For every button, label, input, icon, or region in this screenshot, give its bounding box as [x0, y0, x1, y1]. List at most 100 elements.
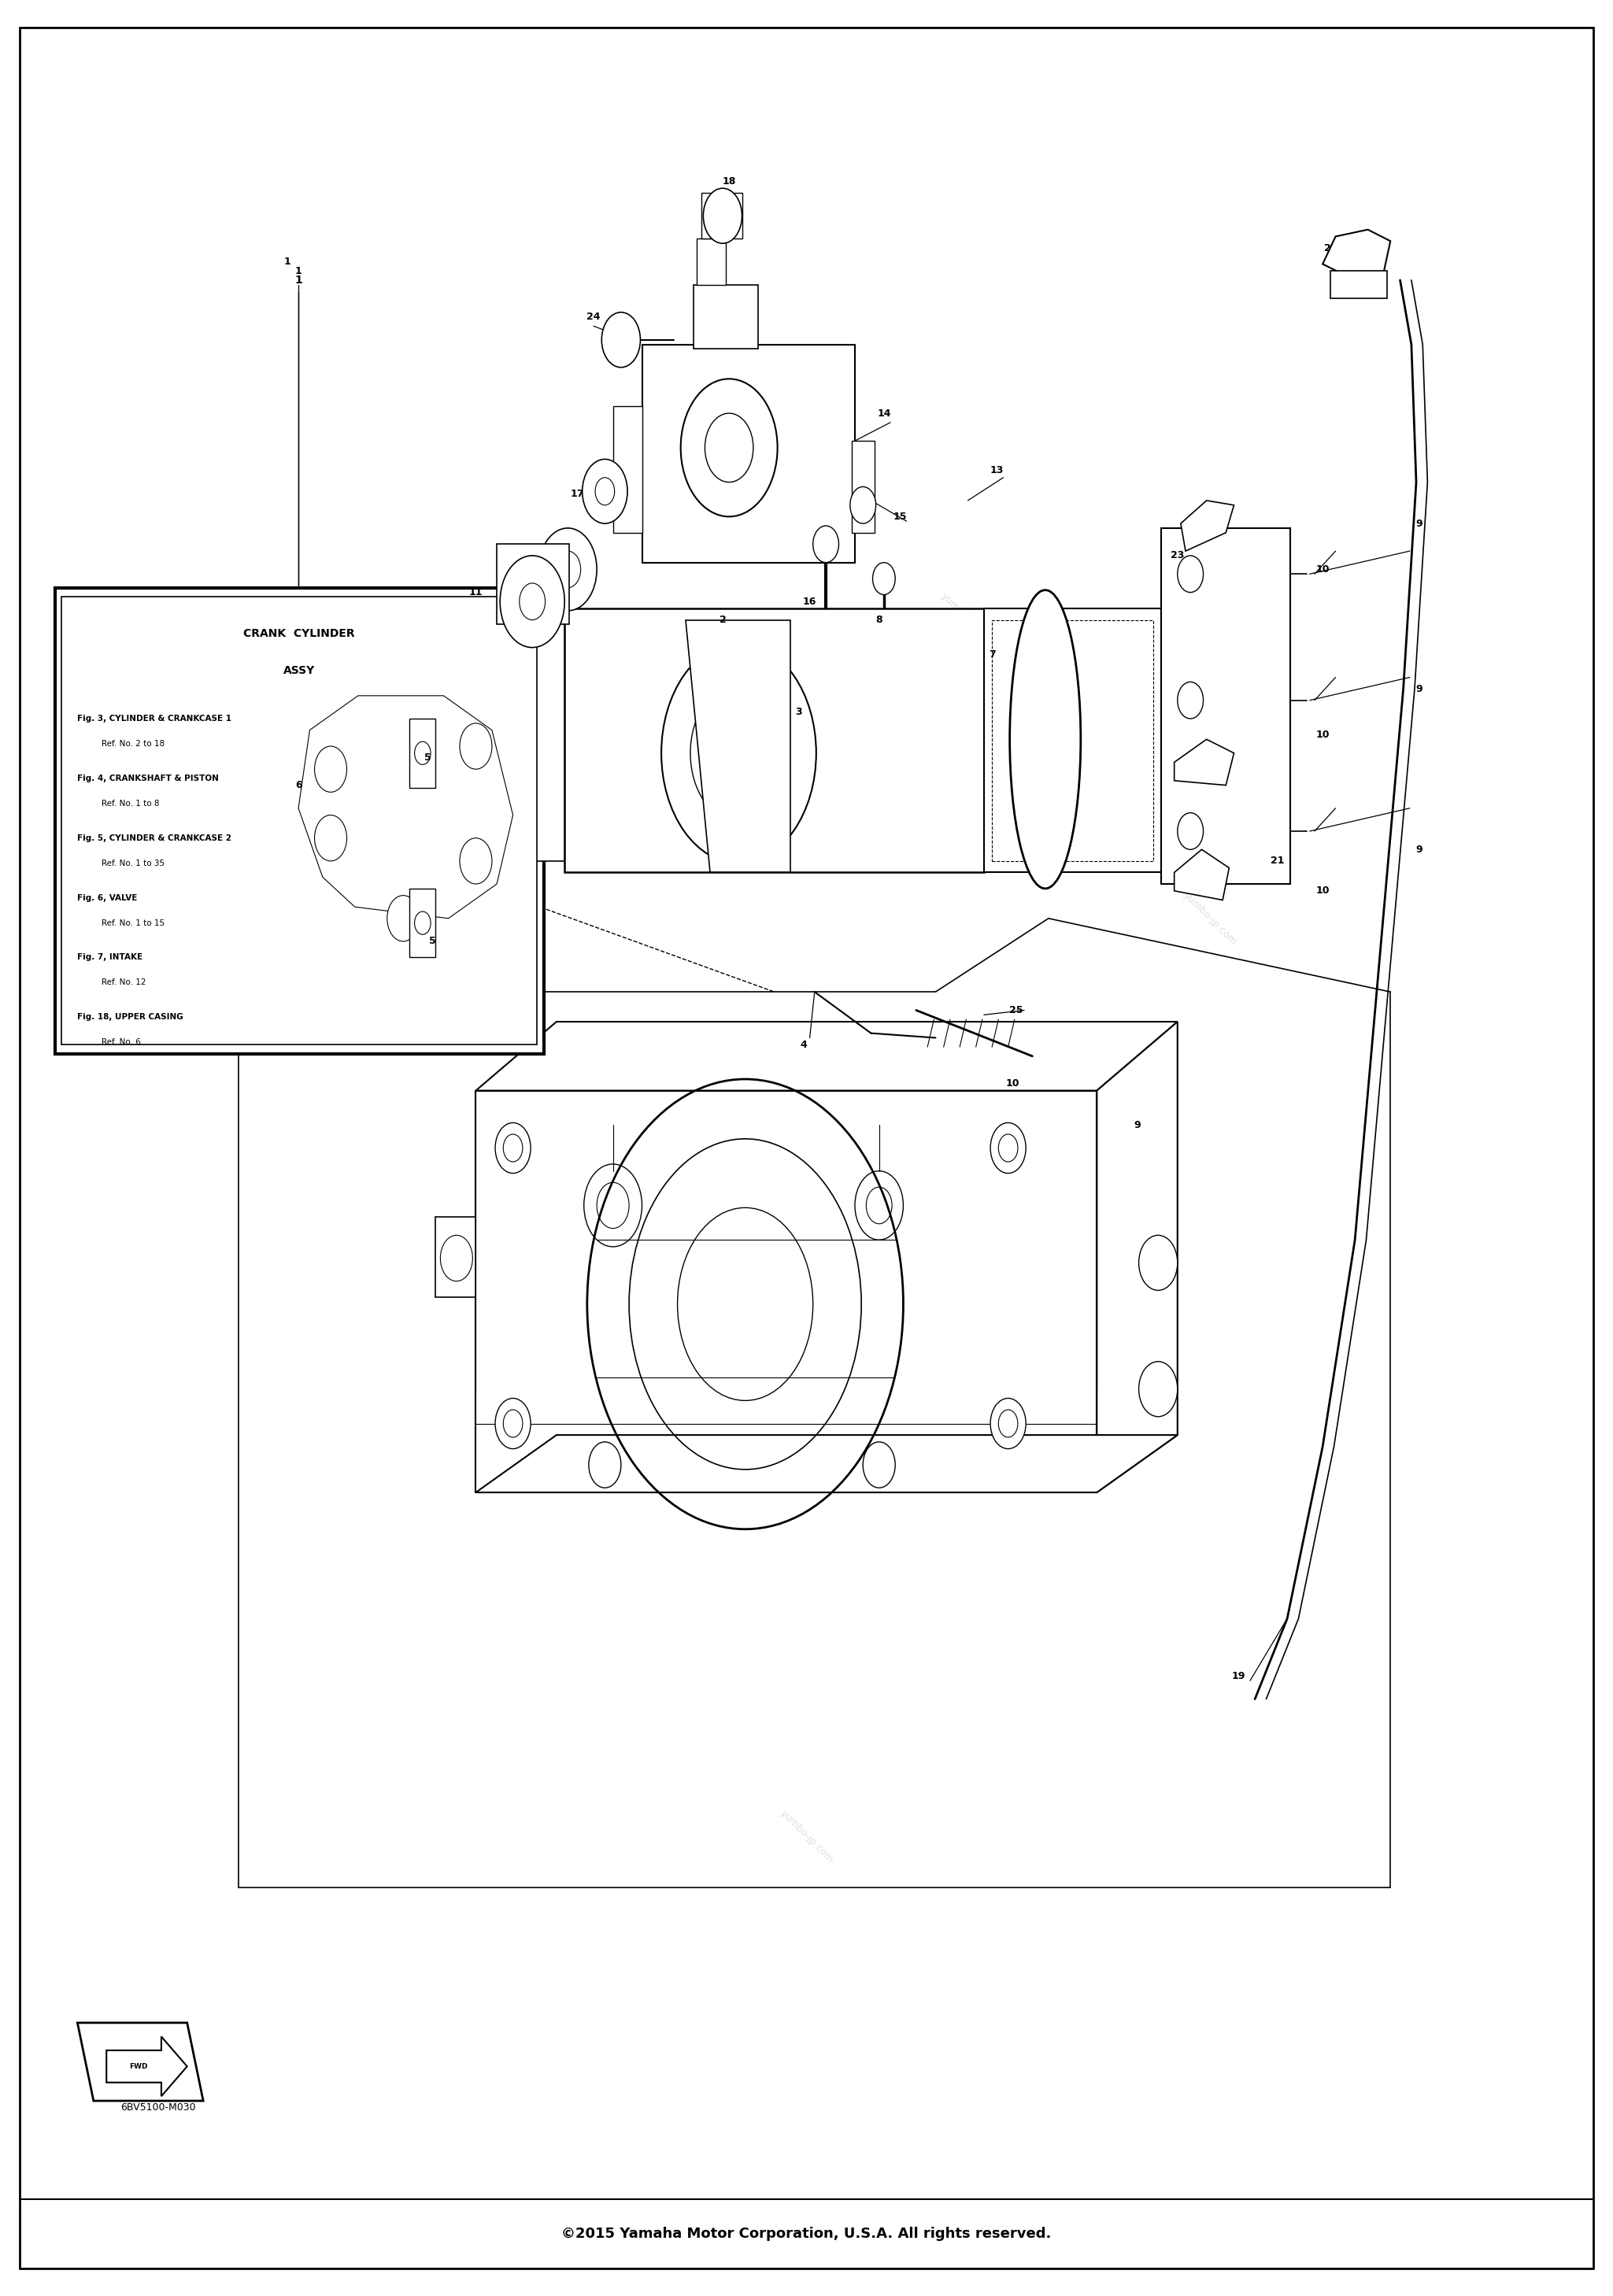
Text: 19: 19: [1232, 1671, 1245, 1681]
Ellipse shape: [1010, 590, 1081, 889]
Text: Ref. No. 1 to 35: Ref. No. 1 to 35: [102, 859, 165, 868]
Circle shape: [460, 838, 492, 884]
Text: 21: 21: [1271, 856, 1284, 866]
Circle shape: [582, 459, 627, 523]
Circle shape: [1139, 1362, 1177, 1417]
Circle shape: [539, 528, 597, 611]
Polygon shape: [1097, 1022, 1177, 1492]
Text: Fig. 3, CYLINDER & CRANKCASE 1: Fig. 3, CYLINDER & CRANKCASE 1: [77, 714, 232, 723]
Polygon shape: [1323, 230, 1390, 280]
Text: yumbo-jp.com: yumbo-jp.com: [777, 1809, 836, 1864]
Circle shape: [1139, 1235, 1177, 1290]
Text: 7: 7: [989, 650, 995, 659]
Circle shape: [990, 1398, 1026, 1449]
Polygon shape: [436, 1217, 476, 1297]
Circle shape: [1177, 682, 1203, 719]
Text: Ref. No. 6: Ref. No. 6: [102, 1038, 140, 1047]
Polygon shape: [476, 1091, 1097, 1492]
Circle shape: [1177, 813, 1203, 850]
Bar: [694, 285, 758, 349]
Circle shape: [990, 1123, 1026, 1173]
Text: 9: 9: [1416, 519, 1423, 528]
Text: 17: 17: [571, 489, 584, 498]
Bar: [697, 239, 726, 285]
Circle shape: [387, 895, 419, 941]
Text: 1: 1: [295, 266, 302, 276]
Text: ©2015 Yamaha Motor Corporation, U.S.A. All rights reserved.: ©2015 Yamaha Motor Corporation, U.S.A. A…: [561, 2227, 1052, 2241]
Circle shape: [602, 312, 640, 367]
Circle shape: [495, 1123, 531, 1173]
Bar: [61, 597, 537, 1045]
Text: Ref. No. 2 to 18: Ref. No. 2 to 18: [102, 739, 165, 748]
Text: yumbo-jp.com: yumbo-jp.com: [939, 592, 997, 647]
Circle shape: [703, 188, 742, 243]
Bar: [55, 588, 544, 1054]
Circle shape: [315, 746, 347, 792]
Text: 10: 10: [1007, 1079, 1019, 1088]
Polygon shape: [1174, 739, 1234, 785]
Text: Fig. 7, INTAKE: Fig. 7, INTAKE: [77, 953, 144, 962]
Polygon shape: [984, 608, 1161, 872]
Bar: [613, 406, 642, 533]
Polygon shape: [476, 1435, 1177, 1492]
Text: 25: 25: [1010, 1006, 1023, 1015]
Circle shape: [589, 1442, 621, 1488]
Text: yumbo-jp.com: yumbo-jp.com: [536, 1304, 594, 1359]
Text: 20: 20: [1324, 243, 1337, 253]
Text: 11: 11: [469, 588, 482, 597]
Polygon shape: [1161, 528, 1290, 884]
Polygon shape: [282, 677, 532, 941]
Bar: [410, 719, 436, 788]
Text: 6: 6: [295, 781, 302, 790]
Circle shape: [495, 1398, 531, 1449]
Polygon shape: [1174, 850, 1229, 900]
Bar: [410, 889, 436, 957]
Circle shape: [315, 815, 347, 861]
Text: 24: 24: [587, 312, 600, 321]
Text: 5: 5: [429, 937, 436, 946]
Text: 2: 2: [719, 615, 726, 625]
Text: 9: 9: [1134, 1120, 1140, 1130]
Text: Fig. 6, VALVE: Fig. 6, VALVE: [77, 893, 137, 902]
Polygon shape: [1181, 501, 1234, 551]
Text: 1: 1: [284, 257, 290, 266]
Text: 3: 3: [795, 707, 802, 716]
Text: 22: 22: [1216, 758, 1229, 767]
Polygon shape: [642, 344, 855, 563]
Text: 12: 12: [550, 565, 563, 574]
Text: 10: 10: [1316, 886, 1329, 895]
Circle shape: [1177, 556, 1203, 592]
Text: 9: 9: [1416, 684, 1423, 693]
Text: 9: 9: [1416, 845, 1423, 854]
Polygon shape: [532, 608, 565, 861]
Text: Fig. 4, CRANKSHAFT & PISTON: Fig. 4, CRANKSHAFT & PISTON: [77, 774, 219, 783]
Text: 4: 4: [800, 1040, 806, 1049]
Text: 14: 14: [877, 409, 890, 418]
Text: yumbo-jp.com: yumbo-jp.com: [1181, 891, 1239, 946]
Circle shape: [863, 1442, 895, 1488]
Bar: [702, 193, 742, 239]
Circle shape: [850, 487, 876, 523]
Text: Ref. No. 1 to 15: Ref. No. 1 to 15: [102, 918, 165, 928]
Text: 1: 1: [295, 276, 302, 285]
Bar: [497, 544, 569, 625]
Text: ASSY: ASSY: [284, 666, 315, 675]
Text: 23: 23: [1171, 551, 1184, 560]
Text: 10: 10: [1316, 565, 1329, 574]
Bar: [852, 441, 874, 533]
Text: 10: 10: [1316, 730, 1329, 739]
Text: Fig. 5, CYLINDER & CRANKCASE 2: Fig. 5, CYLINDER & CRANKCASE 2: [77, 833, 232, 843]
Circle shape: [500, 556, 565, 647]
Text: 5: 5: [424, 753, 431, 762]
Polygon shape: [686, 620, 790, 872]
Circle shape: [460, 723, 492, 769]
Text: yumbo-jp.com: yumbo-jp.com: [326, 707, 384, 762]
Text: 8: 8: [876, 615, 882, 625]
Text: Fig. 18, UPPER CASING: Fig. 18, UPPER CASING: [77, 1013, 184, 1022]
Text: 18: 18: [723, 177, 736, 186]
Text: FWD: FWD: [129, 2062, 148, 2071]
Text: Ref. No. 1 to 8: Ref. No. 1 to 8: [102, 799, 160, 808]
Polygon shape: [476, 1022, 1177, 1091]
Circle shape: [873, 563, 895, 595]
Bar: [1331, 271, 1387, 298]
